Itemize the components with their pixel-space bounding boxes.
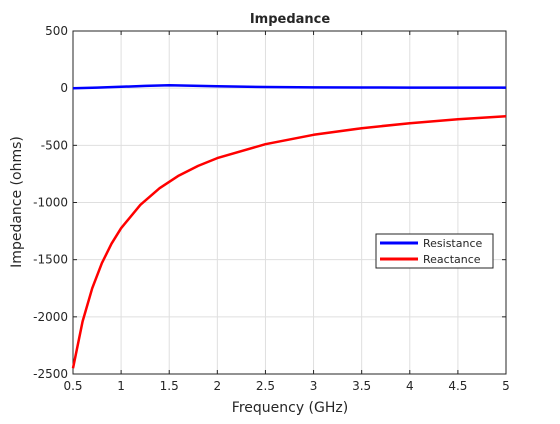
y-tick-label: -2500 [33,367,68,381]
series-line-resistance [72,84,506,90]
x-axis-label: Frequency (GHz) [232,400,348,416]
legend-label-reactance: Reactance [423,253,481,266]
x-tick-label: 5 [502,379,510,393]
x-tick-label: 3 [310,379,318,393]
axis-ticks: 0.5 1 1.5 2 2.5 3 3.5 4 4.5 5 -2500 -2000 -1500 -1000… [33,24,510,393]
y-tick-label: -1000 [33,196,68,210]
x-tick-label: 2 [214,379,222,393]
legend-box [375,233,494,269]
chart-title: Impedance [250,12,331,27]
y-tick-label: 0 [60,81,68,95]
legend-label-resistance: Resistance [423,237,483,250]
x-tick-label: 1 [117,379,125,393]
series-line-reactance [71,114,507,369]
y-tick-label: -500 [41,138,68,152]
y-tick-label: -1500 [33,253,68,267]
x-tick-label: 0.5 [63,379,82,393]
legend: Resistance Reactance [375,233,494,269]
x-tick-label: 4 [406,379,414,393]
x-tick-label: 1.5 [160,379,179,393]
y-axis-label: Impedance (ohms) [9,136,25,268]
y-tick-label: 500 [45,24,68,38]
x-tick-label: 2.5 [256,379,275,393]
x-tick-label: 4.5 [448,379,467,393]
x-tick-label: 3.5 [352,379,371,393]
y-tick-label: -2000 [33,310,68,324]
series-lines [71,84,507,369]
